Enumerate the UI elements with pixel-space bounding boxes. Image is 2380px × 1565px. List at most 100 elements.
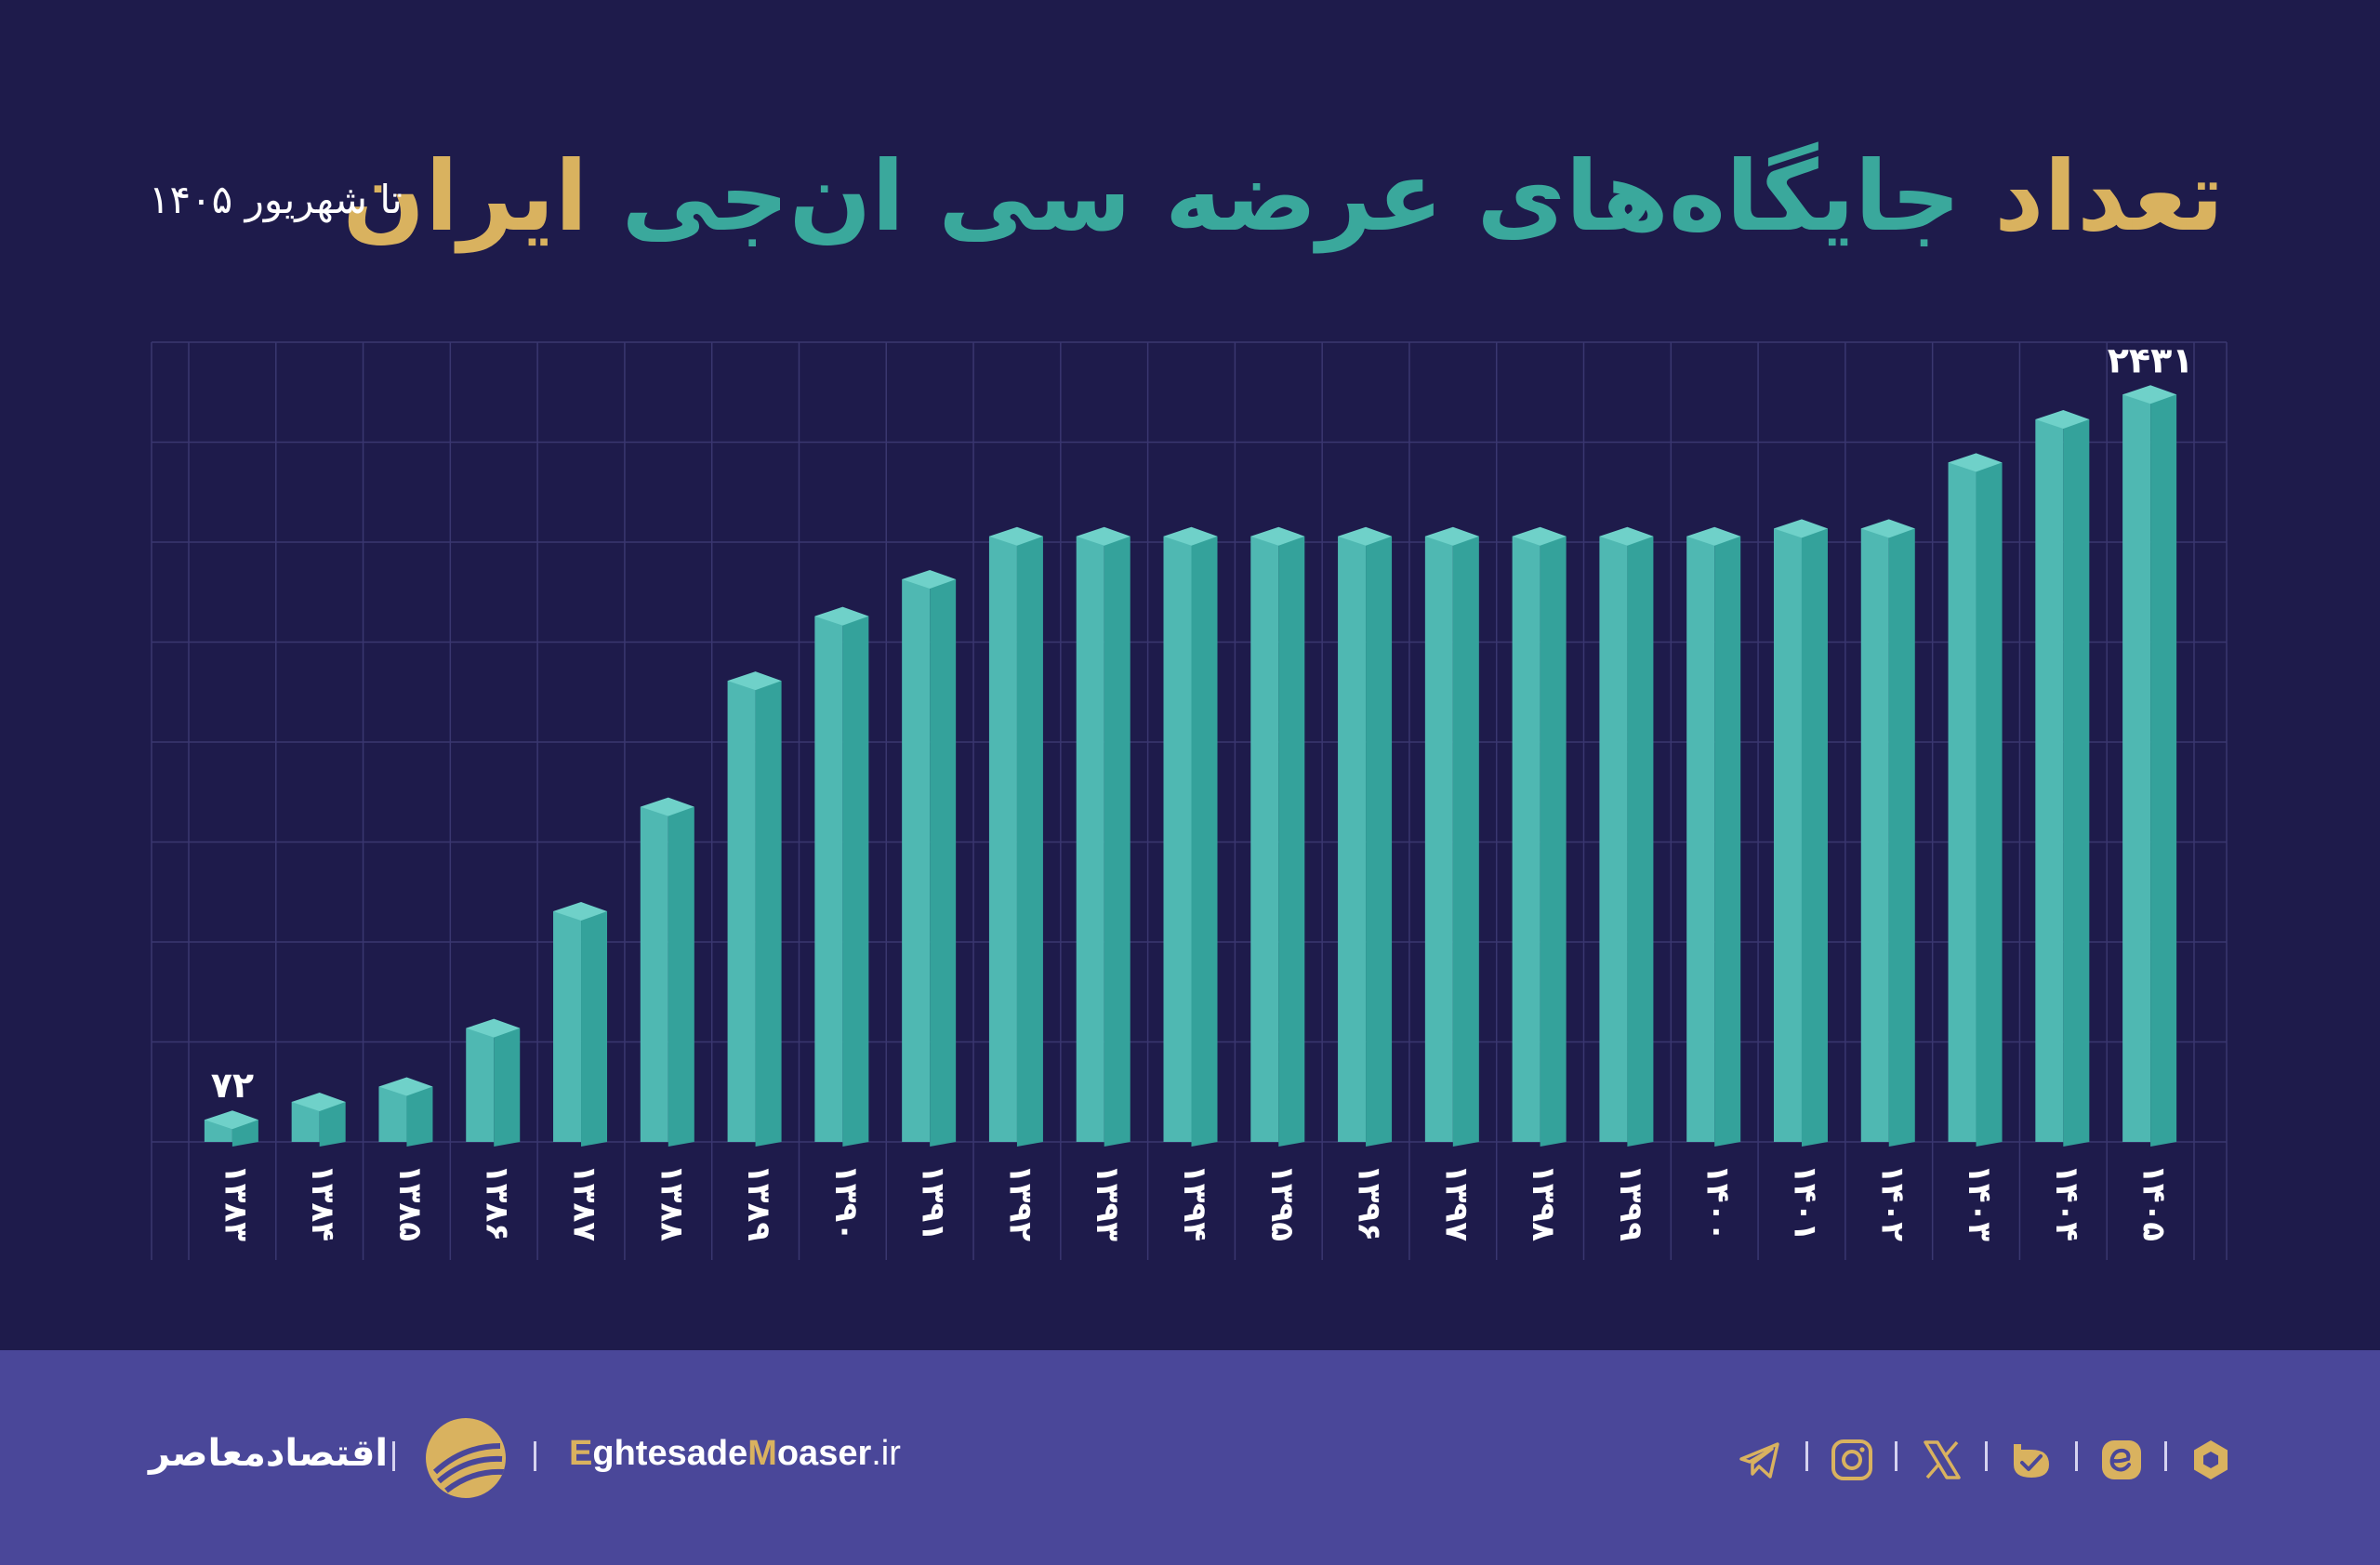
- title-part-1: تعداد: [1994, 139, 2225, 253]
- bar-top-face: [553, 902, 608, 922]
- bar-top-face: [814, 606, 869, 626]
- x-tick-label: ۱۴۰۰: [1699, 1164, 1737, 1241]
- bar-front-face: [1163, 536, 1192, 1142]
- bar: [902, 569, 957, 1147]
- x-tick-label: ۱۴۰۳: [1961, 1164, 1998, 1241]
- bar: [988, 526, 1043, 1147]
- bar-top-face: [1250, 526, 1305, 546]
- url-letter-m: M: [747, 1434, 777, 1473]
- footer-divider: [2075, 1441, 2078, 1471]
- x-tick-label: ۱۳۹۴: [1176, 1164, 1213, 1241]
- bar-chart: ۱۳۸۳ ۱۳۸۴ ۱۳۸۵ ۱۳۸۶ ۱۳۸۷ ۱۳۸۸ ۱۳۸۹ ۱۳۹۰ ۱۳۹۱ ۱۳۹۲…: [151, 339, 2228, 1260]
- bale-icon[interactable]: [2008, 1437, 2055, 1483]
- bar-front-face: [1512, 536, 1540, 1142]
- x-tick-label: ۱۴۰۲: [1873, 1164, 1911, 1241]
- instagram-icon[interactable]: [1829, 1437, 1875, 1483]
- footer-divider: [392, 1441, 395, 1471]
- data-label: ۲۴۳۱: [2108, 339, 2194, 380]
- bar: [1338, 526, 1393, 1147]
- x-tick-label: ۱۳۹۹: [1612, 1164, 1649, 1241]
- bar-side-face: [1191, 536, 1218, 1147]
- bar: [553, 902, 608, 1147]
- bar-front-face: [2122, 394, 2151, 1143]
- x-icon[interactable]: [1919, 1437, 1965, 1483]
- bar-front-face: [1599, 536, 1628, 1142]
- bar-top-face: [902, 569, 957, 589]
- footer-divider: [534, 1441, 536, 1471]
- bar-side-face: [1801, 528, 1828, 1147]
- bar: [1424, 526, 1479, 1147]
- brand-name: اقتصادمعاصر: [149, 1432, 389, 1475]
- date-label: تا شهریور ۱۴۰۵: [149, 177, 403, 222]
- x-tick-label: ۱۳۸۳: [217, 1164, 254, 1241]
- bar-side-face: [2063, 419, 2090, 1147]
- bar-front-face: [727, 681, 756, 1142]
- bar-side-face: [842, 616, 869, 1147]
- x-tick-label: ۱۳۹۶: [1351, 1164, 1388, 1241]
- url-part-2: oaser: [776, 1434, 872, 1473]
- bar: [2035, 410, 2090, 1147]
- x-tick-label: ۱۳۹۷: [1437, 1164, 1474, 1241]
- bar: [1076, 526, 1130, 1147]
- bar-side-face: [406, 1086, 433, 1147]
- bar-side-face: [1016, 536, 1043, 1147]
- bar-side-face: [1366, 536, 1393, 1147]
- bar-top-face: [1338, 526, 1393, 546]
- rubika-icon[interactable]: [2188, 1437, 2234, 1483]
- bar-side-face: [1627, 536, 1654, 1147]
- eitaa-icon[interactable]: [2098, 1437, 2145, 1483]
- bar-top-face: [640, 797, 694, 816]
- x-tick-label: ۱۳۸۸: [653, 1164, 690, 1241]
- bar: [640, 797, 694, 1147]
- bar-front-face: [1948, 462, 1977, 1142]
- footer-divider: [2164, 1441, 2167, 1471]
- bar-top-face: [1773, 519, 1828, 538]
- x-tick-label: ۱۳۹۱: [915, 1164, 952, 1241]
- title-part-2: جایگاه‌های عرضه سی ان‌جی: [621, 139, 1961, 253]
- x-tick-label: ۱۳۹۳: [1089, 1164, 1126, 1241]
- x-tick-label: ۱۴۰۱: [1786, 1164, 1823, 1241]
- website-url[interactable]: EghtesadeMoaser.ir: [569, 1434, 901, 1474]
- bar-top-face: [988, 526, 1043, 546]
- bar-side-face: [1888, 528, 1915, 1147]
- chart-labels: ۱۳۸۳ ۱۳۸۴ ۱۳۸۵ ۱۳۸۶ ۱۳۸۷ ۱۳۸۸ ۱۳۸۹ ۱۳۹۰ ۱۳۹۱ ۱۳۹۲…: [211, 339, 2194, 1241]
- telegram-icon[interactable]: [1737, 1437, 1783, 1483]
- x-tick-label: ۱۳۹۰: [827, 1164, 865, 1241]
- bar: [1773, 519, 1828, 1147]
- bar-top-face: [727, 671, 782, 691]
- bar-top-face: [466, 1018, 521, 1038]
- bar-side-face: [1976, 462, 2003, 1147]
- bar: [814, 606, 869, 1147]
- bar: [1250, 526, 1305, 1147]
- bar-front-face: [640, 806, 668, 1142]
- bar: [204, 1110, 258, 1147]
- x-tick-label: ۱۳۸۴: [304, 1164, 341, 1241]
- bar: [378, 1077, 433, 1147]
- bar: [2122, 385, 2177, 1147]
- bar-front-face: [1250, 536, 1279, 1142]
- bar-top-face: [2035, 410, 2090, 430]
- x-tick-label: ۱۴۰۴: [2048, 1164, 2085, 1241]
- bar-front-face: [2035, 419, 2064, 1142]
- bar-front-face: [1860, 528, 1889, 1142]
- bar-side-face: [930, 578, 957, 1147]
- x-tick-label: ۱۴۰۵: [2135, 1164, 2173, 1241]
- x-tick-label: ۱۳۹۵: [1263, 1164, 1301, 1241]
- data-label: ۷۲: [211, 1065, 254, 1106]
- bar-front-face: [1686, 536, 1715, 1142]
- bar: [1686, 526, 1741, 1147]
- bar-front-face: [1338, 536, 1367, 1142]
- bar-front-face: [1424, 536, 1453, 1142]
- bar-top-face: [1599, 526, 1654, 546]
- bar-side-face: [319, 1102, 346, 1147]
- bar-front-face: [814, 616, 843, 1142]
- bar-front-face: [988, 536, 1017, 1142]
- bar-top-face: [291, 1093, 346, 1112]
- bar-side-face: [581, 911, 608, 1147]
- bar-top-face: [1512, 526, 1567, 546]
- bar-top-face: [1424, 526, 1479, 546]
- title-part-3: ایران: [342, 139, 588, 253]
- bar: [1512, 526, 1567, 1147]
- x-tick-label: ۱۳۸۹: [740, 1164, 777, 1241]
